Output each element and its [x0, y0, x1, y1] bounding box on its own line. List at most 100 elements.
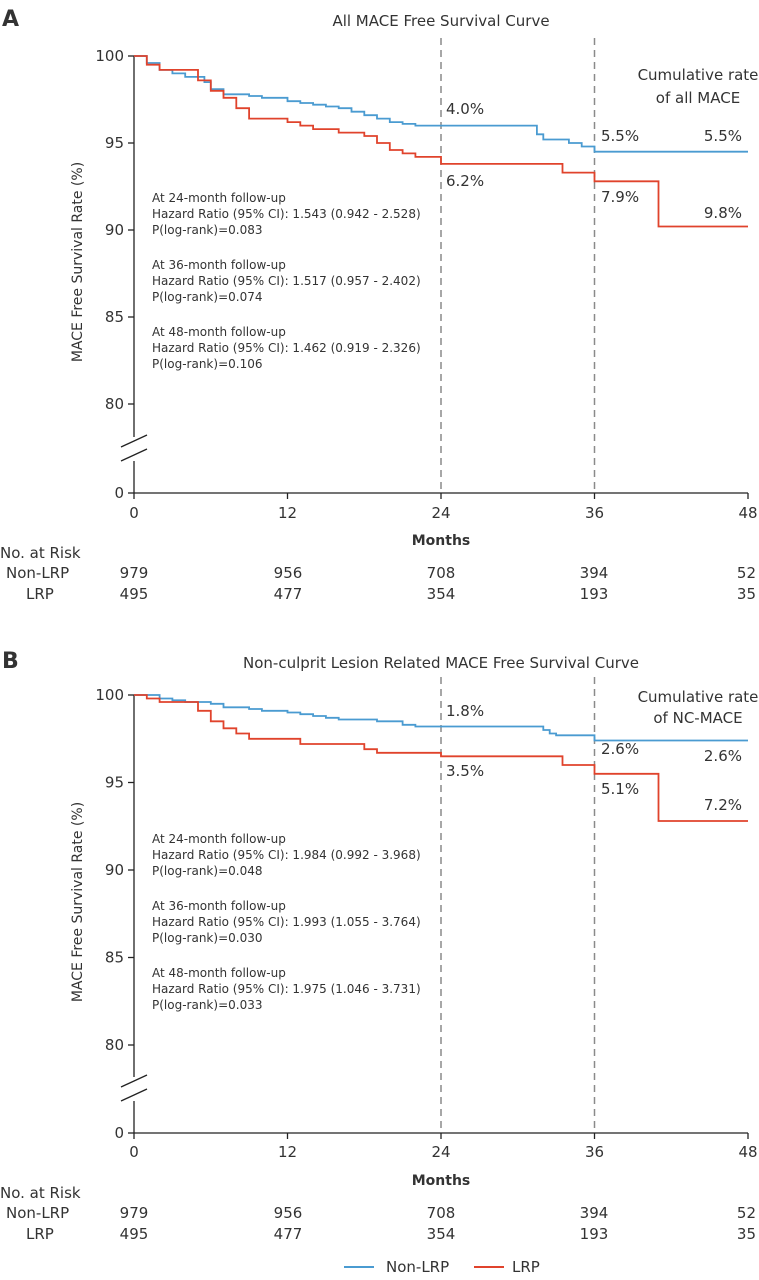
risk-cell: 52 [737, 564, 756, 582]
x-tick-label: 48 [738, 1143, 757, 1161]
legend: Non-LRP LRP [344, 1258, 540, 1276]
risk-cell: 495 [120, 1225, 149, 1243]
stat-p-value: P(log-rank)=0.048 [152, 864, 262, 878]
y-tick-label: 85 [105, 308, 124, 326]
risk-row-label: LRP [26, 1225, 54, 1243]
risk-cell: 193 [580, 1225, 609, 1243]
risk-cell: 394 [580, 1204, 609, 1222]
x-tick-label: 12 [278, 504, 297, 522]
risk-cell: 477 [274, 1225, 303, 1243]
legend-label-lrp: LRP [512, 1258, 540, 1276]
cumulative-rate-header: of all MACE [656, 89, 740, 107]
risk-cell: 956 [274, 1204, 303, 1222]
rate-label-lrp-24: 3.5% [446, 762, 484, 780]
y-tick-label: 0 [114, 484, 124, 502]
rate-label-lrp-48: 7.2% [704, 796, 742, 814]
stat-p-value: P(log-rank)=0.033 [152, 998, 262, 1012]
rate-label-lrp-48: 9.8% [704, 204, 742, 222]
risk-cell: 354 [427, 585, 456, 603]
y-tick-label: 90 [105, 221, 124, 239]
x-axis-label: Months [412, 533, 471, 549]
x-axis-label: Months [412, 1173, 471, 1189]
risk-cell: 354 [427, 1225, 456, 1243]
y-tick-label: 100 [95, 47, 124, 65]
x-tick-label: 24 [431, 1143, 450, 1161]
y-tick-label: 95 [105, 134, 124, 152]
x-tick-label: 0 [129, 1143, 139, 1161]
risk-cell: 193 [580, 585, 609, 603]
rate-label-nonlrp-36: 2.6% [601, 740, 639, 758]
y-tick-label: 90 [105, 861, 124, 879]
risk-cell: 979 [120, 1204, 149, 1222]
rate-label-nonlrp-24: 1.8% [446, 702, 484, 720]
x-tick-label: 12 [278, 1143, 297, 1161]
stat-hazard-ratio: Hazard Ratio (95% CI): 1.543 (0.942 - 2.… [152, 207, 421, 221]
cumulative-rate-header: of NC-MACE [653, 709, 742, 727]
stat-p-value: P(log-rank)=0.106 [152, 357, 262, 371]
cumulative-rate-header: Cumulative rate [638, 688, 759, 706]
stat-hazard-ratio: Hazard Ratio (95% CI): 1.984 (0.992 - 3.… [152, 848, 421, 862]
risk-cell: 708 [427, 1204, 456, 1222]
risk-cell: 979 [120, 564, 149, 582]
series-line-lrp [134, 55, 748, 228]
risk-cell: 708 [427, 564, 456, 582]
risk-cell: 956 [274, 564, 303, 582]
risk-cell: 495 [120, 585, 149, 603]
chart-title: Non-culprit Lesion Related MACE Free Sur… [243, 654, 639, 672]
rate-label-nonlrp-36: 5.5% [601, 127, 639, 145]
stat-followup-label: At 48-month follow-up [152, 325, 286, 339]
cumulative-rate-header: Cumulative rate [638, 66, 759, 84]
axis-break-mark [120, 1088, 148, 1102]
series-line-non-lrp [134, 55, 748, 153]
x-tick-label: 36 [585, 504, 604, 522]
rate-label-nonlrp-24: 4.0% [446, 100, 484, 118]
stat-hazard-ratio: Hazard Ratio (95% CI): 1.975 (1.046 - 3.… [152, 982, 421, 996]
risk-cell: 394 [580, 564, 609, 582]
stat-followup-label: At 24-month follow-up [152, 832, 286, 846]
panel-b: B Non-culprit Lesion Related MACE Free Su… [0, 649, 758, 1243]
y-tick-label: 85 [105, 949, 124, 967]
y-tick-label: 95 [105, 774, 124, 792]
series-line-non-lrp [134, 694, 748, 742]
risk-table-header: No. at Risk [0, 544, 81, 562]
x-tick-label: 24 [431, 504, 450, 522]
y-axis-label: MACE Free Survival Rate (%) [70, 162, 86, 362]
risk-cell: 35 [737, 585, 756, 603]
risk-cell: 52 [737, 1204, 756, 1222]
stat-p-value: P(log-rank)=0.074 [152, 290, 262, 304]
panel-letter: A [2, 7, 19, 32]
chart-title: All MACE Free Survival Curve [332, 12, 549, 30]
axis-break-mask [120, 1079, 148, 1099]
legend-label-non-lrp: Non-LRP [386, 1258, 449, 1276]
rate-label-lrp-36: 7.9% [601, 188, 639, 206]
x-tick-label: 48 [738, 504, 757, 522]
axis-break-mark [120, 1074, 148, 1088]
y-tick-label: 80 [105, 395, 124, 413]
rate-label-nonlrp-48: 5.5% [704, 127, 742, 145]
stat-p-value: P(log-rank)=0.083 [152, 223, 262, 237]
axis-break-mask [120, 439, 148, 459]
y-tick-label: 0 [114, 1124, 124, 1142]
stat-hazard-ratio: Hazard Ratio (95% CI): 1.517 (0.957 - 2.… [152, 274, 421, 288]
rate-label-nonlrp-48: 2.6% [704, 747, 742, 765]
axis-break-mark [120, 448, 148, 462]
rate-label-lrp-36: 5.1% [601, 780, 639, 798]
risk-table-header: No. at Risk [0, 1184, 81, 1202]
risk-row-label: Non-LRP [6, 1204, 69, 1222]
y-axis-label: MACE Free Survival Rate (%) [70, 802, 86, 1002]
stat-p-value: P(log-rank)=0.030 [152, 931, 262, 945]
series-line-lrp [134, 694, 748, 822]
x-tick-label: 36 [585, 1143, 604, 1161]
risk-cell: 477 [274, 585, 303, 603]
risk-row-label: LRP [26, 585, 54, 603]
y-tick-label: 100 [95, 686, 124, 704]
rate-label-lrp-24: 6.2% [446, 172, 484, 190]
panel-a: A All MACE Free Survival Curve 0 80 85 90 95 10… [0, 7, 758, 603]
stat-hazard-ratio: Hazard Ratio (95% CI): 1.993 (1.055 - 3.… [152, 915, 421, 929]
y-tick-label: 80 [105, 1036, 124, 1054]
x-tick-label: 0 [129, 504, 139, 522]
stat-followup-label: At 24-month follow-up [152, 191, 286, 205]
risk-cell: 35 [737, 1225, 756, 1243]
risk-row-label: Non-LRP [6, 564, 69, 582]
